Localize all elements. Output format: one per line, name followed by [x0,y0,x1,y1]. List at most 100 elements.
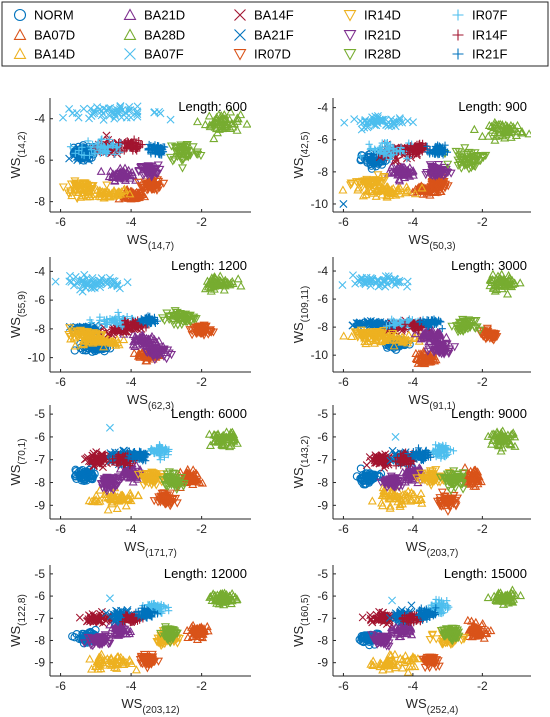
point-ir14f [124,318,132,326]
point-ba14f [99,455,108,464]
cluster-ir14f [391,448,427,470]
point-ba07d [124,193,134,202]
point-ba21d [130,468,140,477]
point-ir21d [439,163,450,173]
y-tick-label: -4 [34,264,45,278]
point-ir14d [96,188,106,197]
point-ba14d [399,333,409,342]
point-ir07f [382,322,391,330]
point-ba07f [132,108,141,117]
point-ir14d [365,177,375,186]
subplot-title: Length: 600 [178,99,247,114]
point-ba28d [488,283,498,292]
point-ir28d [443,160,453,169]
point-ir28d [445,469,455,479]
point-ba28d [488,269,498,278]
legend-label-ba07d: BA07D [34,28,75,43]
point-ir21d [434,348,444,357]
point-ba14d [105,493,115,503]
point-ir28d [456,480,466,489]
point-ba14d [109,187,119,196]
point-ba14d [70,341,80,350]
point-ir14f [405,151,414,159]
point-ba14d [395,501,405,510]
point-ir14d [82,328,92,337]
point-ir07f [97,136,105,144]
cluster-ir14d [412,466,454,490]
point-ba21d [398,467,408,476]
point-ir21d [436,341,446,350]
cluster-ir14f [115,135,146,155]
point-ir28d [465,318,475,327]
cluster-ba07f [51,270,132,296]
legend-marker-ba21f [234,29,246,41]
point-ir21d [159,345,169,354]
point-ba07d [187,477,198,486]
point-ir07d [432,182,443,191]
point-ba28d [205,440,215,449]
point-ir21f [156,148,164,156]
point-ba21d [387,162,397,171]
point-ir21d [114,478,124,487]
point-ir07f [87,146,96,154]
point-ir14d [363,185,374,194]
point-norm [71,471,81,481]
point-ir21f [148,316,156,324]
point-ba07f [122,113,131,122]
point-ba14d [125,189,135,198]
point-ba14d [133,490,143,499]
point-ir14d [86,182,96,191]
point-ba14f [375,459,384,468]
point-ir07d [481,329,491,338]
point-ba07f [90,107,99,116]
point-ir21d [97,480,107,489]
point-ir07f [161,444,170,452]
point-ir07f [113,320,122,328]
point-norm [364,475,373,484]
point-ir07d [435,494,445,503]
cluster-ir14f [121,316,150,333]
point-ir28d [170,307,180,316]
point-ba28d [500,133,510,142]
point-ba28d [483,131,493,140]
point-ba21d [433,330,443,339]
point-ir21f [139,457,147,465]
y-axis-label: WS(14,2) [8,131,28,178]
point-ir14d [151,481,161,490]
y-axis-label: WS(42,5) [291,131,311,178]
point-ir21d [423,347,433,356]
cluster-ba14d [338,180,427,201]
point-ba28d [492,427,502,436]
point-ir28d [458,485,468,494]
point-ir28d [162,309,172,318]
point-ir07d [149,497,159,506]
point-ba28d [504,270,514,280]
point-ir21f [435,142,444,150]
point-ir28d [172,481,182,490]
point-ba07f [166,115,175,124]
x-axis-label: WS(171,7) [124,539,177,559]
point-ir21d [444,349,454,359]
point-ir14d [426,481,436,490]
point-ir07f [446,445,454,454]
point-ba14d [91,490,101,499]
point-ba14d [417,183,427,192]
x-tick-label: -2 [477,215,488,229]
point-ir28d [172,143,182,152]
point-norm [72,474,81,483]
point-ir14d [353,333,363,342]
legend-label-norm: NORM [34,8,74,23]
point-ir28d [469,317,479,326]
legend: NORMBA07DBA14DBA21DBA28DBA07FBA14FBA21FI… [1,1,549,67]
point-ir07d [205,327,215,336]
point-ir14f [417,324,425,332]
point-ir28d [180,317,190,326]
point-ba07f [360,123,369,132]
point-ir21f [432,320,440,328]
point-ba07d [460,462,470,472]
cluster-ir21d [141,345,177,365]
point-ba14d [338,185,348,194]
point-ba21d [135,332,145,341]
point-ir07f [155,446,164,455]
